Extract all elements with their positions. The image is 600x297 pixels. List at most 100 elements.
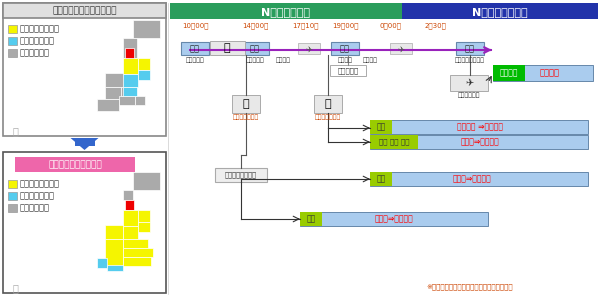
Text: 翌午後⇒翌日午前: 翌午後⇒翌日午前: [374, 214, 413, 224]
Bar: [298, 43, 320, 54]
Bar: [3, 152, 166, 293]
Bar: [105, 239, 123, 267]
Bar: [125, 48, 134, 58]
Bar: [370, 135, 588, 149]
Bar: [215, 168, 267, 182]
Bar: [138, 58, 150, 70]
Bar: [210, 41, 245, 55]
Bar: [97, 99, 119, 111]
Text: 秋田: 秋田: [190, 45, 200, 53]
Bar: [123, 248, 153, 257]
Bar: [74, 138, 95, 146]
Text: 宮城ベース: 宮城ベース: [245, 57, 265, 63]
Text: 翌日午後 ⇒翌日午前: 翌日午後 ⇒翌日午前: [457, 122, 503, 132]
Text: 関西 四国 中国: 関西 四国 中国: [379, 139, 409, 145]
Bar: [493, 65, 525, 81]
Bar: [135, 96, 145, 105]
Bar: [8, 49, 17, 57]
Text: ※運行の時刻は目安として表示しています。: ※運行の時刻は目安として表示しています。: [427, 284, 514, 290]
Polygon shape: [71, 138, 98, 150]
Bar: [390, 43, 412, 54]
Bar: [15, 157, 135, 172]
Bar: [133, 20, 160, 38]
Bar: [123, 257, 151, 266]
Text: 関東: 関東: [307, 214, 316, 224]
Text: 翌々日⇒翌日午前: 翌々日⇒翌日午前: [461, 138, 499, 146]
Bar: [105, 73, 125, 87]
Bar: [138, 222, 150, 232]
Bar: [119, 96, 135, 105]
Bar: [300, 212, 322, 226]
Text: 17：10発: 17：10発: [292, 23, 318, 29]
Bar: [107, 265, 123, 271]
Text: 翌日午後: 翌日午後: [540, 69, 560, 78]
Bar: [97, 258, 107, 268]
Bar: [456, 42, 484, 55]
Text: 🚛: 🚛: [242, 99, 250, 109]
Bar: [8, 37, 17, 45]
Text: 東アジア: 東アジア: [500, 69, 518, 78]
Bar: [123, 210, 138, 226]
Bar: [181, 42, 209, 55]
Bar: [8, 204, 17, 212]
Bar: [402, 3, 598, 19]
Bar: [123, 74, 138, 87]
Bar: [123, 58, 138, 74]
Bar: [123, 190, 133, 200]
Bar: [138, 210, 150, 222]
Text: 中部: 中部: [376, 122, 386, 132]
Bar: [300, 212, 488, 226]
Text: 翌朝クロノゲート: 翌朝クロノゲート: [225, 172, 257, 178]
Text: ／: ／: [12, 126, 18, 136]
Bar: [123, 87, 137, 96]
Bar: [105, 225, 123, 239]
Text: 翌々日エリア: 翌々日エリア: [20, 48, 50, 58]
Text: 深夜・早朝便: 深夜・早朝便: [458, 92, 480, 98]
Bar: [331, 42, 359, 55]
Bar: [170, 3, 402, 19]
Text: 🚛: 🚛: [325, 99, 331, 109]
Text: 九州: 九州: [376, 175, 386, 184]
Bar: [241, 42, 269, 55]
Bar: [121, 87, 135, 96]
Text: ✈: ✈: [398, 45, 404, 53]
Bar: [8, 180, 17, 188]
Text: 19：00着: 19：00着: [332, 23, 358, 29]
Bar: [8, 192, 17, 200]
Text: 秋田ベース: 秋田ベース: [185, 57, 205, 63]
Text: 翌々日⇒翌日午後: 翌々日⇒翌日午後: [452, 175, 491, 184]
Bar: [133, 172, 160, 190]
Text: ／: ／: [12, 283, 18, 293]
Text: 信台: 信台: [250, 45, 260, 53]
Text: これまでのサービスレベル: これまでのサービスレベル: [52, 7, 117, 15]
Text: 陸送（仙台発）: 陸送（仙台発）: [233, 114, 259, 120]
Text: ✈: ✈: [305, 45, 313, 53]
Text: 沖縄国際物流ハブ: 沖縄国際物流ハブ: [455, 57, 485, 63]
Bar: [138, 70, 150, 80]
Text: 伊丹空港: 伊丹空港: [337, 57, 353, 63]
Text: 陸送（大阪発）: 陸送（大阪発）: [315, 114, 341, 120]
Text: 仙台空港: 仙台空港: [275, 57, 290, 63]
Bar: [450, 75, 488, 91]
Bar: [370, 172, 588, 186]
Text: ✈: ✈: [465, 78, 473, 88]
Bar: [105, 87, 121, 99]
Bar: [125, 200, 134, 210]
Bar: [370, 120, 588, 134]
Bar: [3, 3, 166, 136]
Bar: [370, 135, 418, 149]
Bar: [232, 95, 260, 113]
Bar: [370, 120, 392, 134]
Text: 14：00着: 14：00着: [242, 23, 268, 29]
Text: 翌日午前中エリア: 翌日午前中エリア: [20, 179, 60, 189]
Text: 10：00発: 10：00発: [182, 23, 208, 29]
Text: 今後のサービスレベル: 今後のサービスレベル: [48, 160, 102, 170]
Bar: [370, 172, 392, 186]
Text: 大阪ベース: 大阪ベース: [337, 68, 359, 74]
Text: N日（出荷日）: N日（出荷日）: [262, 7, 311, 17]
Text: 翌々日エリア: 翌々日エリア: [20, 203, 50, 212]
Text: 翌日午後エリア: 翌日午後エリア: [20, 37, 55, 45]
Text: 翌日午後エリア: 翌日午後エリア: [20, 192, 55, 200]
Text: 🚛: 🚛: [224, 43, 230, 53]
Text: 沖縄: 沖縄: [465, 45, 475, 53]
